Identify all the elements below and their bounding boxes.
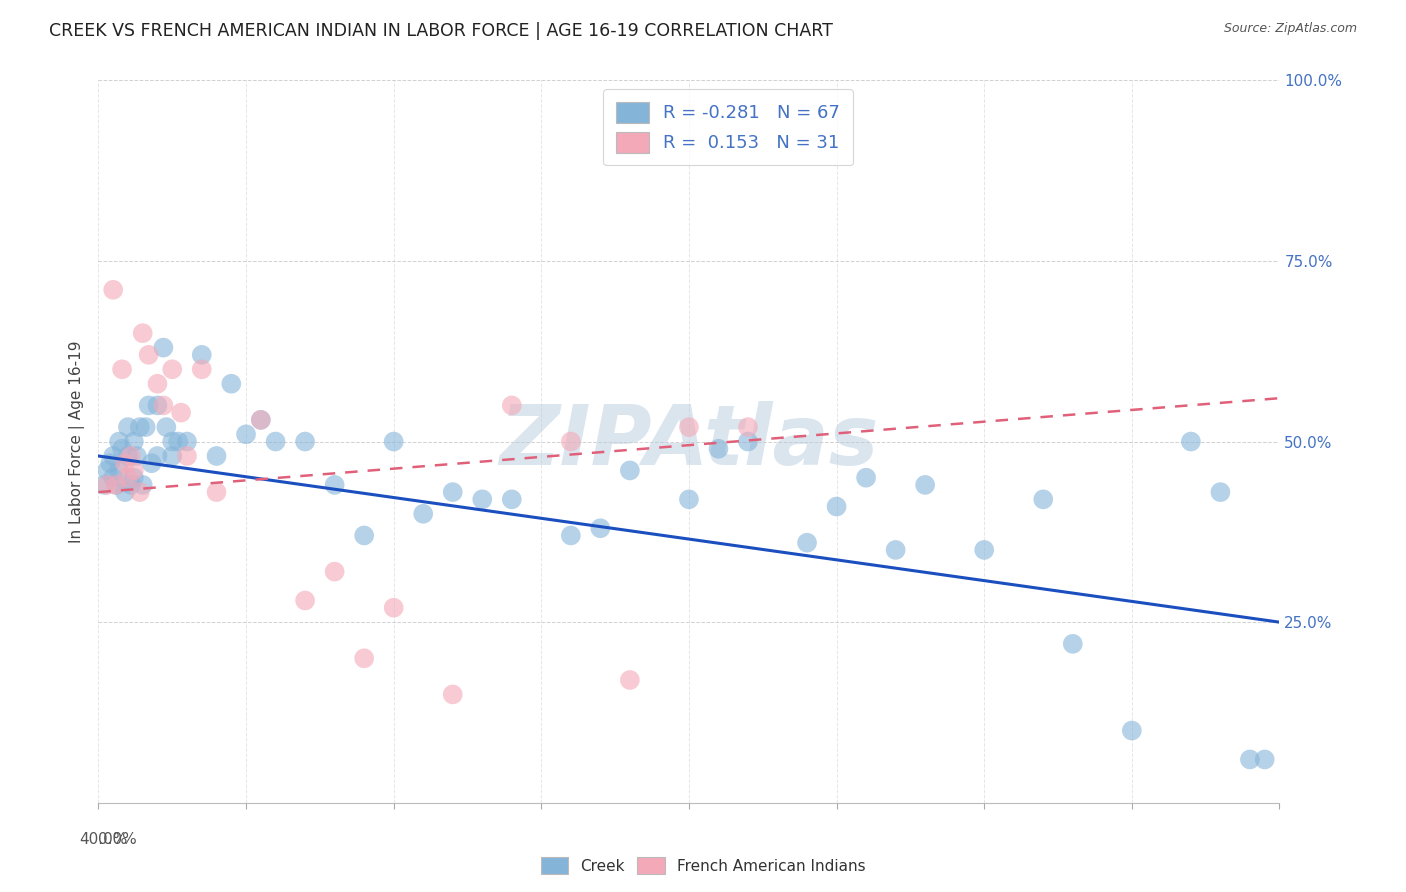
Point — [132, 326, 155, 341]
Point — [914, 478, 936, 492]
Point — [323, 478, 346, 492]
Point — [353, 651, 375, 665]
Point — [122, 463, 145, 477]
Point — [678, 420, 700, 434]
Point — [120, 478, 142, 492]
Legend: R = -0.281   N = 67, R =  0.153   N = 31: R = -0.281 N = 67, R = 0.153 N = 31 — [603, 89, 852, 165]
Point — [205, 449, 228, 463]
Point — [1209, 485, 1232, 500]
Point — [117, 449, 139, 463]
Point — [471, 492, 494, 507]
Point — [117, 471, 139, 485]
Point — [111, 362, 134, 376]
Point — [796, 535, 818, 549]
Point — [737, 434, 759, 449]
Text: 40.0%: 40.0% — [80, 831, 128, 847]
Point — [973, 542, 995, 557]
Point — [221, 376, 243, 391]
Point — [250, 413, 273, 427]
Point — [167, 434, 190, 449]
Point — [825, 500, 848, 514]
Point — [205, 485, 228, 500]
Point — [125, 449, 148, 463]
Point — [1180, 434, 1202, 449]
Point — [382, 434, 405, 449]
Point — [323, 565, 346, 579]
Point — [103, 471, 125, 485]
Point — [264, 434, 287, 449]
Point — [678, 492, 700, 507]
Point — [93, 478, 115, 492]
Point — [560, 434, 582, 449]
Point — [191, 362, 214, 376]
Text: CREEK VS FRENCH AMERICAN INDIAN IN LABOR FORCE | AGE 16-19 CORRELATION CHART: CREEK VS FRENCH AMERICAN INDIAN IN LABOR… — [49, 22, 834, 40]
Point — [176, 434, 198, 449]
Point — [441, 687, 464, 701]
Point — [114, 485, 136, 500]
Point — [146, 449, 169, 463]
Point — [501, 492, 523, 507]
Text: 0.0%: 0.0% — [98, 831, 138, 847]
Point — [155, 420, 177, 434]
Point — [170, 406, 193, 420]
Point — [737, 420, 759, 434]
Point — [1062, 637, 1084, 651]
Point — [250, 413, 273, 427]
Point — [120, 449, 142, 463]
Point — [111, 442, 134, 456]
Point — [141, 456, 163, 470]
Point — [122, 471, 145, 485]
Point — [1254, 752, 1277, 766]
Point — [96, 463, 118, 477]
Point — [855, 471, 877, 485]
Point — [294, 593, 316, 607]
Point — [152, 341, 174, 355]
Point — [103, 449, 125, 463]
Point — [128, 485, 150, 500]
Point — [619, 673, 641, 687]
Point — [501, 398, 523, 412]
Point — [412, 507, 434, 521]
Point — [108, 434, 131, 449]
Point — [619, 463, 641, 477]
Point — [707, 442, 730, 456]
Point — [382, 600, 405, 615]
Point — [560, 528, 582, 542]
Point — [105, 478, 128, 492]
Y-axis label: In Labor Force | Age 16-19: In Labor Force | Age 16-19 — [69, 340, 84, 543]
Point — [235, 427, 257, 442]
Point — [884, 542, 907, 557]
Point — [138, 398, 160, 412]
Point — [132, 478, 155, 492]
Text: ZIPAtlas: ZIPAtlas — [499, 401, 879, 482]
Point — [353, 528, 375, 542]
Point — [441, 485, 464, 500]
Point — [1121, 723, 1143, 738]
Point — [191, 348, 214, 362]
Point — [146, 376, 169, 391]
Point — [108, 463, 131, 477]
Text: Source: ZipAtlas.com: Source: ZipAtlas.com — [1223, 22, 1357, 36]
Point — [1239, 752, 1261, 766]
Point — [103, 283, 125, 297]
Point — [96, 478, 118, 492]
Point — [162, 434, 183, 449]
Point — [146, 398, 169, 412]
Point — [152, 398, 174, 412]
Point — [294, 434, 316, 449]
Point — [162, 449, 183, 463]
Point — [114, 456, 136, 470]
Point — [176, 449, 198, 463]
Point — [117, 420, 139, 434]
Point — [138, 348, 160, 362]
Point — [1032, 492, 1054, 507]
Point — [122, 434, 145, 449]
Point — [105, 478, 128, 492]
Point — [98, 456, 121, 470]
Legend: Creek, French American Indians: Creek, French American Indians — [534, 851, 872, 880]
Point — [128, 420, 150, 434]
Point — [135, 420, 157, 434]
Point — [162, 362, 183, 376]
Point — [589, 521, 612, 535]
